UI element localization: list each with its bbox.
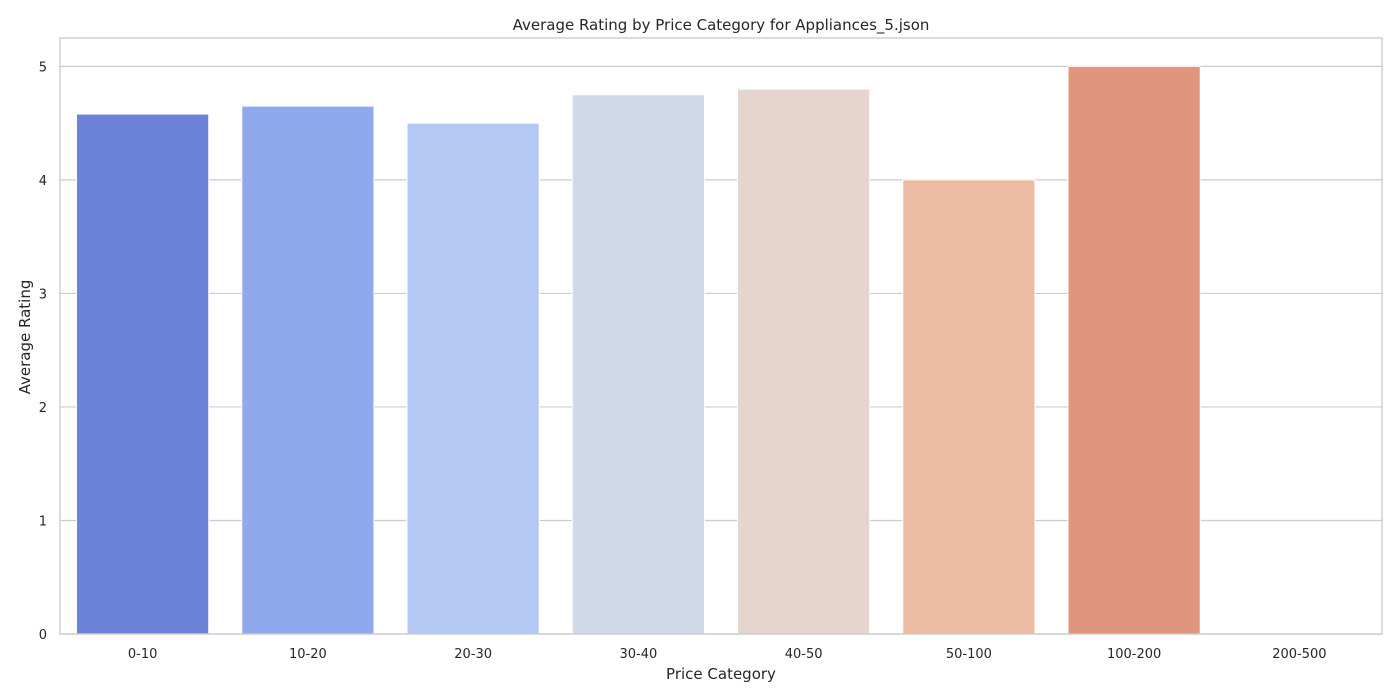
chart-title: Average Rating by Price Category for App… bbox=[513, 16, 930, 35]
bar bbox=[406, 122, 540, 635]
bar bbox=[76, 113, 210, 635]
x-tick-label: 10-20 bbox=[289, 647, 327, 662]
x-tick-label: 40-50 bbox=[785, 647, 823, 662]
y-tick-label: 5 bbox=[39, 60, 47, 75]
plot-area bbox=[59, 37, 1383, 635]
y-tick-label: 1 bbox=[39, 514, 47, 529]
y-tick-label: 2 bbox=[39, 401, 47, 416]
bar bbox=[571, 94, 705, 635]
y-axis-label: Average Rating bbox=[16, 280, 34, 395]
bars bbox=[76, 65, 1201, 635]
x-tick-label: 50-100 bbox=[946, 647, 992, 662]
bar bbox=[241, 105, 375, 635]
y-tick-label: 0 bbox=[39, 628, 47, 643]
y-tick-label: 4 bbox=[39, 174, 47, 189]
x-tick-label: 30-40 bbox=[619, 647, 657, 662]
x-axis-ticks: 0-10 10-20 20-30 30-40 40-50 50-100 100-200 200… bbox=[128, 647, 1327, 662]
x-tick-label: 20-30 bbox=[454, 647, 492, 662]
bar bbox=[902, 179, 1036, 635]
x-tick-label: 200-500 bbox=[1272, 647, 1326, 662]
x-tick-label: 100-200 bbox=[1107, 647, 1161, 662]
bar bbox=[737, 88, 871, 635]
x-tick-label: 0-10 bbox=[128, 647, 158, 662]
y-tick-label: 3 bbox=[39, 287, 47, 302]
y-axis-ticks: 0 1 2 3 4 5 bbox=[39, 60, 47, 643]
x-axis-label: Price Category bbox=[666, 665, 776, 683]
bar bbox=[1067, 65, 1201, 635]
